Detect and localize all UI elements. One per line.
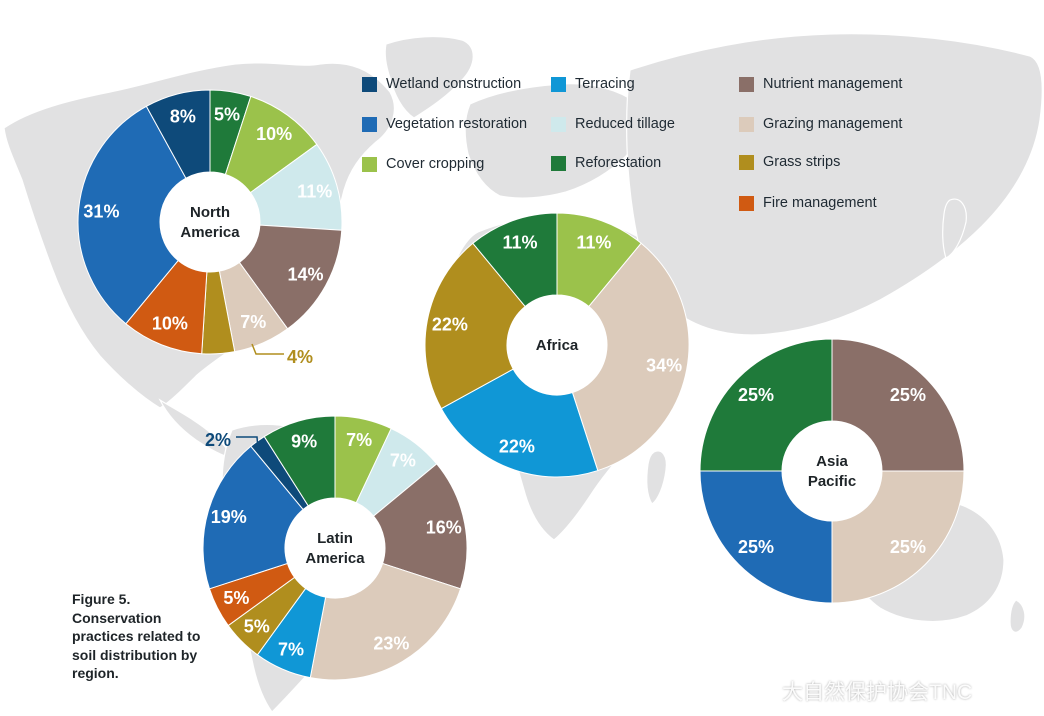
slice-value-label: 16%: [426, 517, 462, 537]
region-label: America: [305, 550, 365, 567]
legend-label: Nutrient management: [763, 76, 903, 92]
legend-label: Terracing: [575, 76, 635, 92]
watermark: 大自然保护协会TNC: [744, 676, 972, 706]
slice-value-label: 7%: [278, 640, 304, 660]
slice-value-label: 11%: [503, 232, 538, 252]
legend-item-wetland-construction: Wetland construction: [362, 76, 521, 92]
slice-value-label: 25%: [738, 385, 774, 405]
slice-value-label: 9%: [291, 432, 317, 452]
legend-label: Fire management: [763, 195, 877, 211]
map-greenland: [384, 35, 474, 119]
legend-swatch: [551, 116, 566, 132]
legend-swatch: [551, 155, 566, 171]
donut-africa: 11% 34% 22% 22% 11% Africa: [424, 212, 690, 478]
region-label: Latin: [317, 530, 353, 547]
slice-value-label: 22%: [499, 436, 535, 456]
legend-swatch: [551, 76, 566, 92]
slice-value-label: 31%: [83, 202, 119, 222]
slice-value-label: 10%: [152, 313, 188, 333]
figure-caption: Figure 5. Conservation practices related…: [72, 590, 232, 683]
donut-hole: [160, 172, 260, 272]
slice-value-label: 25%: [890, 537, 926, 557]
legend-swatch: [362, 116, 377, 132]
legend-item-reduced-tillage: Reduced tillage: [551, 116, 675, 132]
region-label: Pacific: [808, 473, 856, 490]
donut-asia-pacific: 25% 25% 25% 25% Asia Pacific: [699, 338, 965, 604]
map-new-zealand: [1009, 599, 1026, 633]
legend-swatch: [739, 195, 754, 211]
caption-line: Figure 5.: [72, 591, 131, 607]
legend-swatch: [362, 76, 377, 92]
leader-line: [251, 343, 284, 355]
slice-value-label: 7%: [390, 451, 416, 471]
legend-item-nutrient-management: Nutrient management: [739, 76, 902, 92]
region-label: North: [190, 204, 230, 221]
caption-line: soil distribution by: [72, 646, 198, 663]
donut-hole: [507, 295, 607, 395]
slice-value-label: 5%: [223, 588, 249, 608]
legend-item-reforestation: Reforestation: [551, 155, 661, 171]
legend-swatch: [739, 116, 754, 132]
caption-line: Conservation: [72, 609, 162, 626]
legend-label: Cover cropping: [386, 156, 485, 172]
watermark-text: 大自然保护协会TNC: [782, 681, 973, 704]
slice-value-label: 4%: [287, 347, 313, 367]
slice-value-label: 25%: [890, 385, 926, 405]
leader-line: [236, 436, 259, 450]
slice-value-label: 34%: [646, 355, 682, 375]
weibo-icon: [745, 682, 776, 703]
legend-label: Grazing management: [763, 116, 903, 132]
legend-item-grazing-management: Grazing management: [739, 116, 902, 132]
legend-swatch: [739, 154, 754, 170]
legend-item-grass-strips: Grass strips: [739, 154, 840, 170]
slice-value-label: 23%: [373, 633, 409, 653]
legend-swatch: [362, 156, 377, 172]
region-label: Asia: [816, 453, 848, 470]
legend-item-fire-management: Fire management: [739, 195, 877, 211]
donut-hole: [782, 421, 882, 521]
donut-north-america: 5% 10% 11% 14% 7% 4% 10% 31% 8% North America: [77, 89, 343, 367]
region-label: America: [180, 224, 240, 241]
caption-line: region.: [72, 665, 119, 681]
legend-label: Reduced tillage: [575, 116, 675, 132]
legend: Wetland construction Terracing Nutrient …: [362, 70, 962, 220]
region-label: Africa: [536, 337, 579, 354]
legend-label: Grass strips: [763, 154, 841, 170]
slice-value-label: 11%: [576, 232, 611, 252]
slice-value-label: 25%: [738, 537, 774, 557]
slice-value-label: 7%: [240, 312, 266, 332]
legend-item-cover-cropping: Cover cropping: [362, 156, 484, 172]
map-japan: [942, 198, 967, 259]
slice-value-label: 5%: [214, 104, 240, 124]
caption-line: practices related to: [72, 628, 201, 644]
donut-latin-america: 7% 7% 16% 23% 7% 5% 5% 19% 2% 9% Latin America: [202, 415, 468, 681]
slice-value-label: 19%: [211, 507, 247, 527]
map-madagascar: [646, 450, 667, 505]
legend-label: Vegetation restoration: [386, 116, 528, 132]
legend-label: Wetland construction: [386, 76, 522, 92]
legend-item-terracing: Terracing: [551, 76, 635, 92]
slice-value-label: 2%: [205, 430, 231, 450]
slice-value-label: 5%: [244, 616, 270, 636]
legend-item-vegetation-restoration: Vegetation restoration: [362, 116, 527, 132]
slice-nutrient-management: [831, 338, 965, 472]
slice-value-label: 8%: [170, 106, 196, 126]
slice-value-label: 10%: [256, 124, 292, 144]
slice-value-label: 11%: [297, 182, 332, 202]
slice-value-label: 14%: [288, 265, 324, 285]
slice-value-label: 22%: [432, 315, 468, 335]
slice-value-label: 7%: [346, 430, 372, 450]
legend-label: Reforestation: [575, 155, 662, 171]
donut-hole: [285, 498, 385, 598]
legend-swatch: [739, 76, 754, 92]
